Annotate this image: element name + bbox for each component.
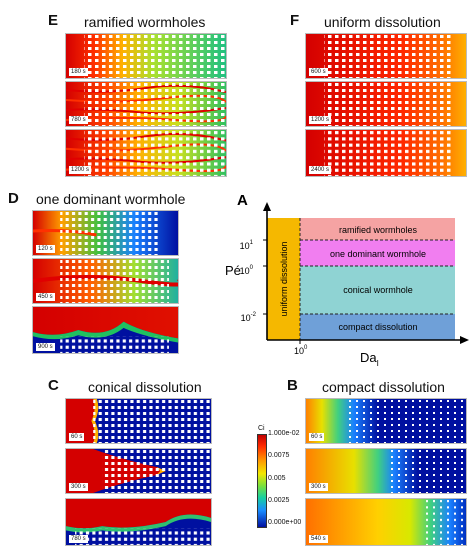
simulation-image xyxy=(66,82,226,126)
time-label: 300 s xyxy=(309,483,328,491)
panel-b-frame-2: 300 s xyxy=(305,448,467,494)
colorbar-tick: 0.005 xyxy=(268,475,286,482)
region-uniform-dissolution xyxy=(267,218,300,340)
simulation-image xyxy=(306,499,466,545)
region-label: one dominant wormhole xyxy=(330,249,426,259)
time-label: 780 s xyxy=(69,535,88,543)
simulation-image xyxy=(66,449,211,493)
time-label: 540 s xyxy=(309,535,328,543)
panel-c-frame-2: 300 s xyxy=(65,448,212,494)
region-one-dominant-wormhole xyxy=(300,240,455,266)
colorbar-tick: 0.0075 xyxy=(268,452,290,459)
simulation-image xyxy=(33,211,178,255)
colorbar-title: Ci xyxy=(258,425,265,432)
panel-b-letter: B xyxy=(287,377,298,394)
panel-e-frame-1: 180 s xyxy=(65,33,227,79)
simulation-image xyxy=(66,399,211,443)
panel-d-frame-1: 120 s xyxy=(32,210,179,256)
region-ramified-wormholes xyxy=(300,218,455,240)
panel-f-frame-2: 1200 s xyxy=(305,81,467,127)
time-label: 900 s xyxy=(36,343,55,351)
panel-c-title: conical dissolution xyxy=(88,379,202,395)
time-label: 1200 s xyxy=(69,166,92,174)
panel-f-frame-1: 600 s xyxy=(305,33,467,79)
y-tick-label: 100 xyxy=(240,265,254,276)
x-axis-title: DaI xyxy=(360,350,379,368)
region-compact-dissolution xyxy=(300,314,455,340)
region-label: ramified wormholes xyxy=(339,225,418,235)
colorbar-tick: 0.000e+00 xyxy=(268,519,302,526)
panel-c-frame-3: 780 s xyxy=(65,498,212,546)
panel-e-letter: E xyxy=(48,12,59,29)
y-tick-label: 10-2 xyxy=(241,312,257,323)
simulation-image xyxy=(66,499,211,545)
simulation-image xyxy=(66,34,226,78)
time-label: 120 s xyxy=(36,245,55,253)
panel-d-frame-2: 450 s xyxy=(32,258,179,304)
y-axis-arrow xyxy=(263,202,271,211)
panel-e-title: ramified wormholes xyxy=(84,14,206,30)
panel-b-frame-1: 60 s xyxy=(305,398,467,444)
panel-d-letter: D xyxy=(8,190,19,207)
time-label: 300 s xyxy=(69,483,88,491)
time-label: 60 s xyxy=(309,433,325,441)
simulation-image xyxy=(33,259,178,303)
panel-c-frame-1: 60 s xyxy=(65,398,212,444)
simulation-image xyxy=(306,399,466,443)
colorbar-tick: 1.000e-02 xyxy=(268,430,300,437)
y-axis-title: Pé xyxy=(225,263,241,278)
simulation-image xyxy=(306,34,466,78)
x-axis-arrow xyxy=(460,336,469,344)
colorbar xyxy=(257,434,267,528)
region-label: uniform dissolution xyxy=(279,241,289,316)
colorbar-tick: 0.0025 xyxy=(268,497,290,504)
time-label: 600 s xyxy=(309,68,328,76)
panel-c-letter: C xyxy=(48,377,59,394)
phase-diagram: A ramified wormholes one dominant wormho… xyxy=(225,192,469,368)
panel-f-title: uniform dissolution xyxy=(324,14,441,30)
region-label: conical wormhole xyxy=(343,285,413,295)
panel-d-title: one dominant wormhole xyxy=(36,191,186,207)
region-label: compact dissolution xyxy=(338,322,417,332)
simulation-image xyxy=(33,307,178,353)
panel-e-frame-2: 780 s xyxy=(65,81,227,127)
panel-d-frame-3: 900 s xyxy=(32,306,179,354)
time-label: 180 s xyxy=(69,68,88,76)
panel-a-letter: A xyxy=(237,192,248,209)
time-label: 1200 s xyxy=(309,116,332,124)
time-label: 2400 s xyxy=(309,166,332,174)
simulation-image xyxy=(306,449,466,493)
panel-f-frame-3: 2400 s xyxy=(305,129,467,177)
time-label: 60 s xyxy=(69,433,85,441)
panel-e-frame-3: 1200 s xyxy=(65,129,227,177)
panel-b-frame-3: 540 s xyxy=(305,498,467,546)
time-label: 780 s xyxy=(69,116,88,124)
y-tick-label: 101 xyxy=(240,240,254,251)
region-conical-wormhole xyxy=(300,266,455,314)
time-label: 450 s xyxy=(36,293,55,301)
panel-b-title: compact dissolution xyxy=(322,379,445,395)
x-tick-label: 100 xyxy=(294,345,308,356)
panel-f-letter: F xyxy=(290,12,300,29)
